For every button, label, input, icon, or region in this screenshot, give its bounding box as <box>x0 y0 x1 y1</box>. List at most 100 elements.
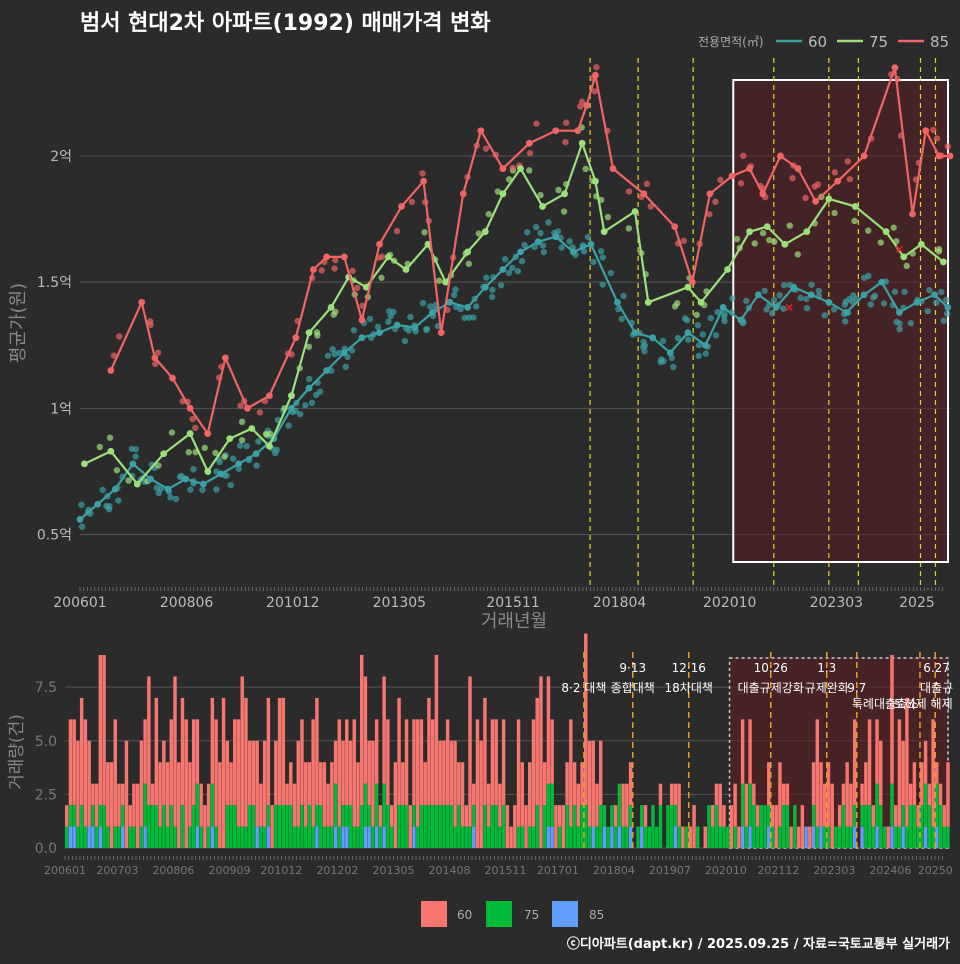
volume-bar-85 <box>852 826 857 848</box>
volume-bar-75 <box>666 805 670 848</box>
volume-bar-85 <box>617 826 622 848</box>
volume-bar-75 <box>893 826 898 848</box>
scatter-point-60 <box>132 446 140 453</box>
scatter-point-60 <box>768 310 776 317</box>
volume-bar-75 <box>595 826 599 848</box>
scatter-point-60 <box>328 367 335 374</box>
volume-bar-75 <box>442 805 446 848</box>
volume-bar-60 <box>412 719 416 806</box>
scatter-point-60 <box>302 402 309 409</box>
volume-bar-60 <box>472 783 476 806</box>
volume-bar-60 <box>621 783 625 827</box>
volume-bar-60 <box>546 676 551 784</box>
series-point-60 <box>235 460 242 468</box>
volume-bar-60 <box>501 719 506 806</box>
volume-bar-60 <box>341 740 345 806</box>
volume-bar-75 <box>494 805 498 848</box>
volume-bar-60 <box>658 783 663 806</box>
series-point-60 <box>288 404 295 412</box>
volume-bar-60 <box>289 762 293 806</box>
volume-bar-85 <box>935 826 939 848</box>
volume-bar-75 <box>356 826 360 848</box>
scatter-point-85 <box>147 321 154 328</box>
series-point-60 <box>534 238 542 246</box>
volume-bar-60 <box>147 676 151 806</box>
series-point-60 <box>790 283 798 291</box>
series-point-75 <box>186 430 194 437</box>
series-point-85 <box>891 64 899 72</box>
scatter-point-85 <box>408 198 416 206</box>
scatter-point-85 <box>643 180 651 188</box>
series-point-85 <box>138 298 146 306</box>
series-point-75 <box>226 435 234 443</box>
series-point-75 <box>600 228 608 236</box>
scatter-point-60 <box>423 325 430 333</box>
scatter-point-60 <box>236 442 244 449</box>
volume-bar-60 <box>259 783 263 827</box>
volume-bar-75 <box>912 805 917 848</box>
volume-bar-60 <box>628 762 633 806</box>
volume-bar-60 <box>460 762 465 827</box>
volume-bar-60 <box>109 762 114 848</box>
volume-bar-60 <box>251 740 256 806</box>
series-point-85 <box>922 127 930 135</box>
series-point-85 <box>834 177 842 185</box>
volume-bar-60 <box>102 655 106 806</box>
series-point-85 <box>459 190 467 198</box>
volume-bar-75 <box>91 805 95 827</box>
volume-bar-75 <box>430 805 435 848</box>
volume-bar-60 <box>121 783 125 806</box>
series-point-60 <box>587 240 595 248</box>
volume-bar-60 <box>442 740 446 806</box>
volume-bar-60 <box>423 762 427 806</box>
scatter-point-60 <box>901 288 908 296</box>
volume-bar-75 <box>864 805 868 848</box>
series-point-60 <box>569 248 577 256</box>
scatter-point-60 <box>324 352 332 359</box>
volume-bar-75 <box>625 826 629 848</box>
volume-bar-60 <box>520 762 525 827</box>
scatter-point-60 <box>253 462 260 469</box>
scatter-point-75 <box>313 329 321 336</box>
bar-x-tick-label: 201012 <box>260 864 302 877</box>
scatter-point-60 <box>938 288 945 296</box>
bar-x-tick-label: 201408 <box>428 864 470 877</box>
volume-bar-75 <box>277 805 282 848</box>
series-point-60 <box>217 470 225 478</box>
scatter-point-60 <box>770 296 778 304</box>
series-point-75 <box>464 248 472 256</box>
scatter-point-75 <box>421 229 428 236</box>
volume-bar-60 <box>677 783 681 827</box>
volume-bar-60 <box>158 762 162 827</box>
volume-bar-60 <box>509 826 513 848</box>
volume-bar-75 <box>128 826 132 848</box>
volume-bar-60 <box>162 740 166 806</box>
volume-bar-75 <box>195 783 200 827</box>
volume-bar-75 <box>725 826 730 848</box>
volume-bar-75 <box>333 783 338 827</box>
scatter-point-75 <box>877 239 884 246</box>
volume-bar-60 <box>296 740 300 827</box>
volume-bar-60 <box>513 805 517 848</box>
volume-bar-75 <box>121 805 125 827</box>
series-point-60 <box>878 278 886 286</box>
scatter-point-60 <box>176 473 184 481</box>
scatter-point-60 <box>685 336 692 343</box>
bar-y-tick-label: 0.0 <box>35 841 57 857</box>
series-point-60 <box>147 475 154 483</box>
series-point-60 <box>684 329 692 337</box>
legend-label-75: 75 <box>869 33 888 51</box>
series-point-60 <box>895 309 903 316</box>
bar-y-tick-label: 2.5 <box>35 787 57 803</box>
volume-bar-75 <box>520 826 525 848</box>
volume-bar-75 <box>397 805 401 848</box>
volume-bar-60 <box>184 719 188 848</box>
volume-bar-60 <box>397 697 401 806</box>
volume-bar-75 <box>875 783 879 827</box>
volume-bar-75 <box>908 805 913 848</box>
bar-x-tick-label: 200601 <box>44 864 86 877</box>
volume-bar-75 <box>640 805 644 827</box>
series-point-60 <box>393 321 401 329</box>
scatter-point-60 <box>943 296 950 304</box>
volume-bar-60 <box>781 783 786 806</box>
